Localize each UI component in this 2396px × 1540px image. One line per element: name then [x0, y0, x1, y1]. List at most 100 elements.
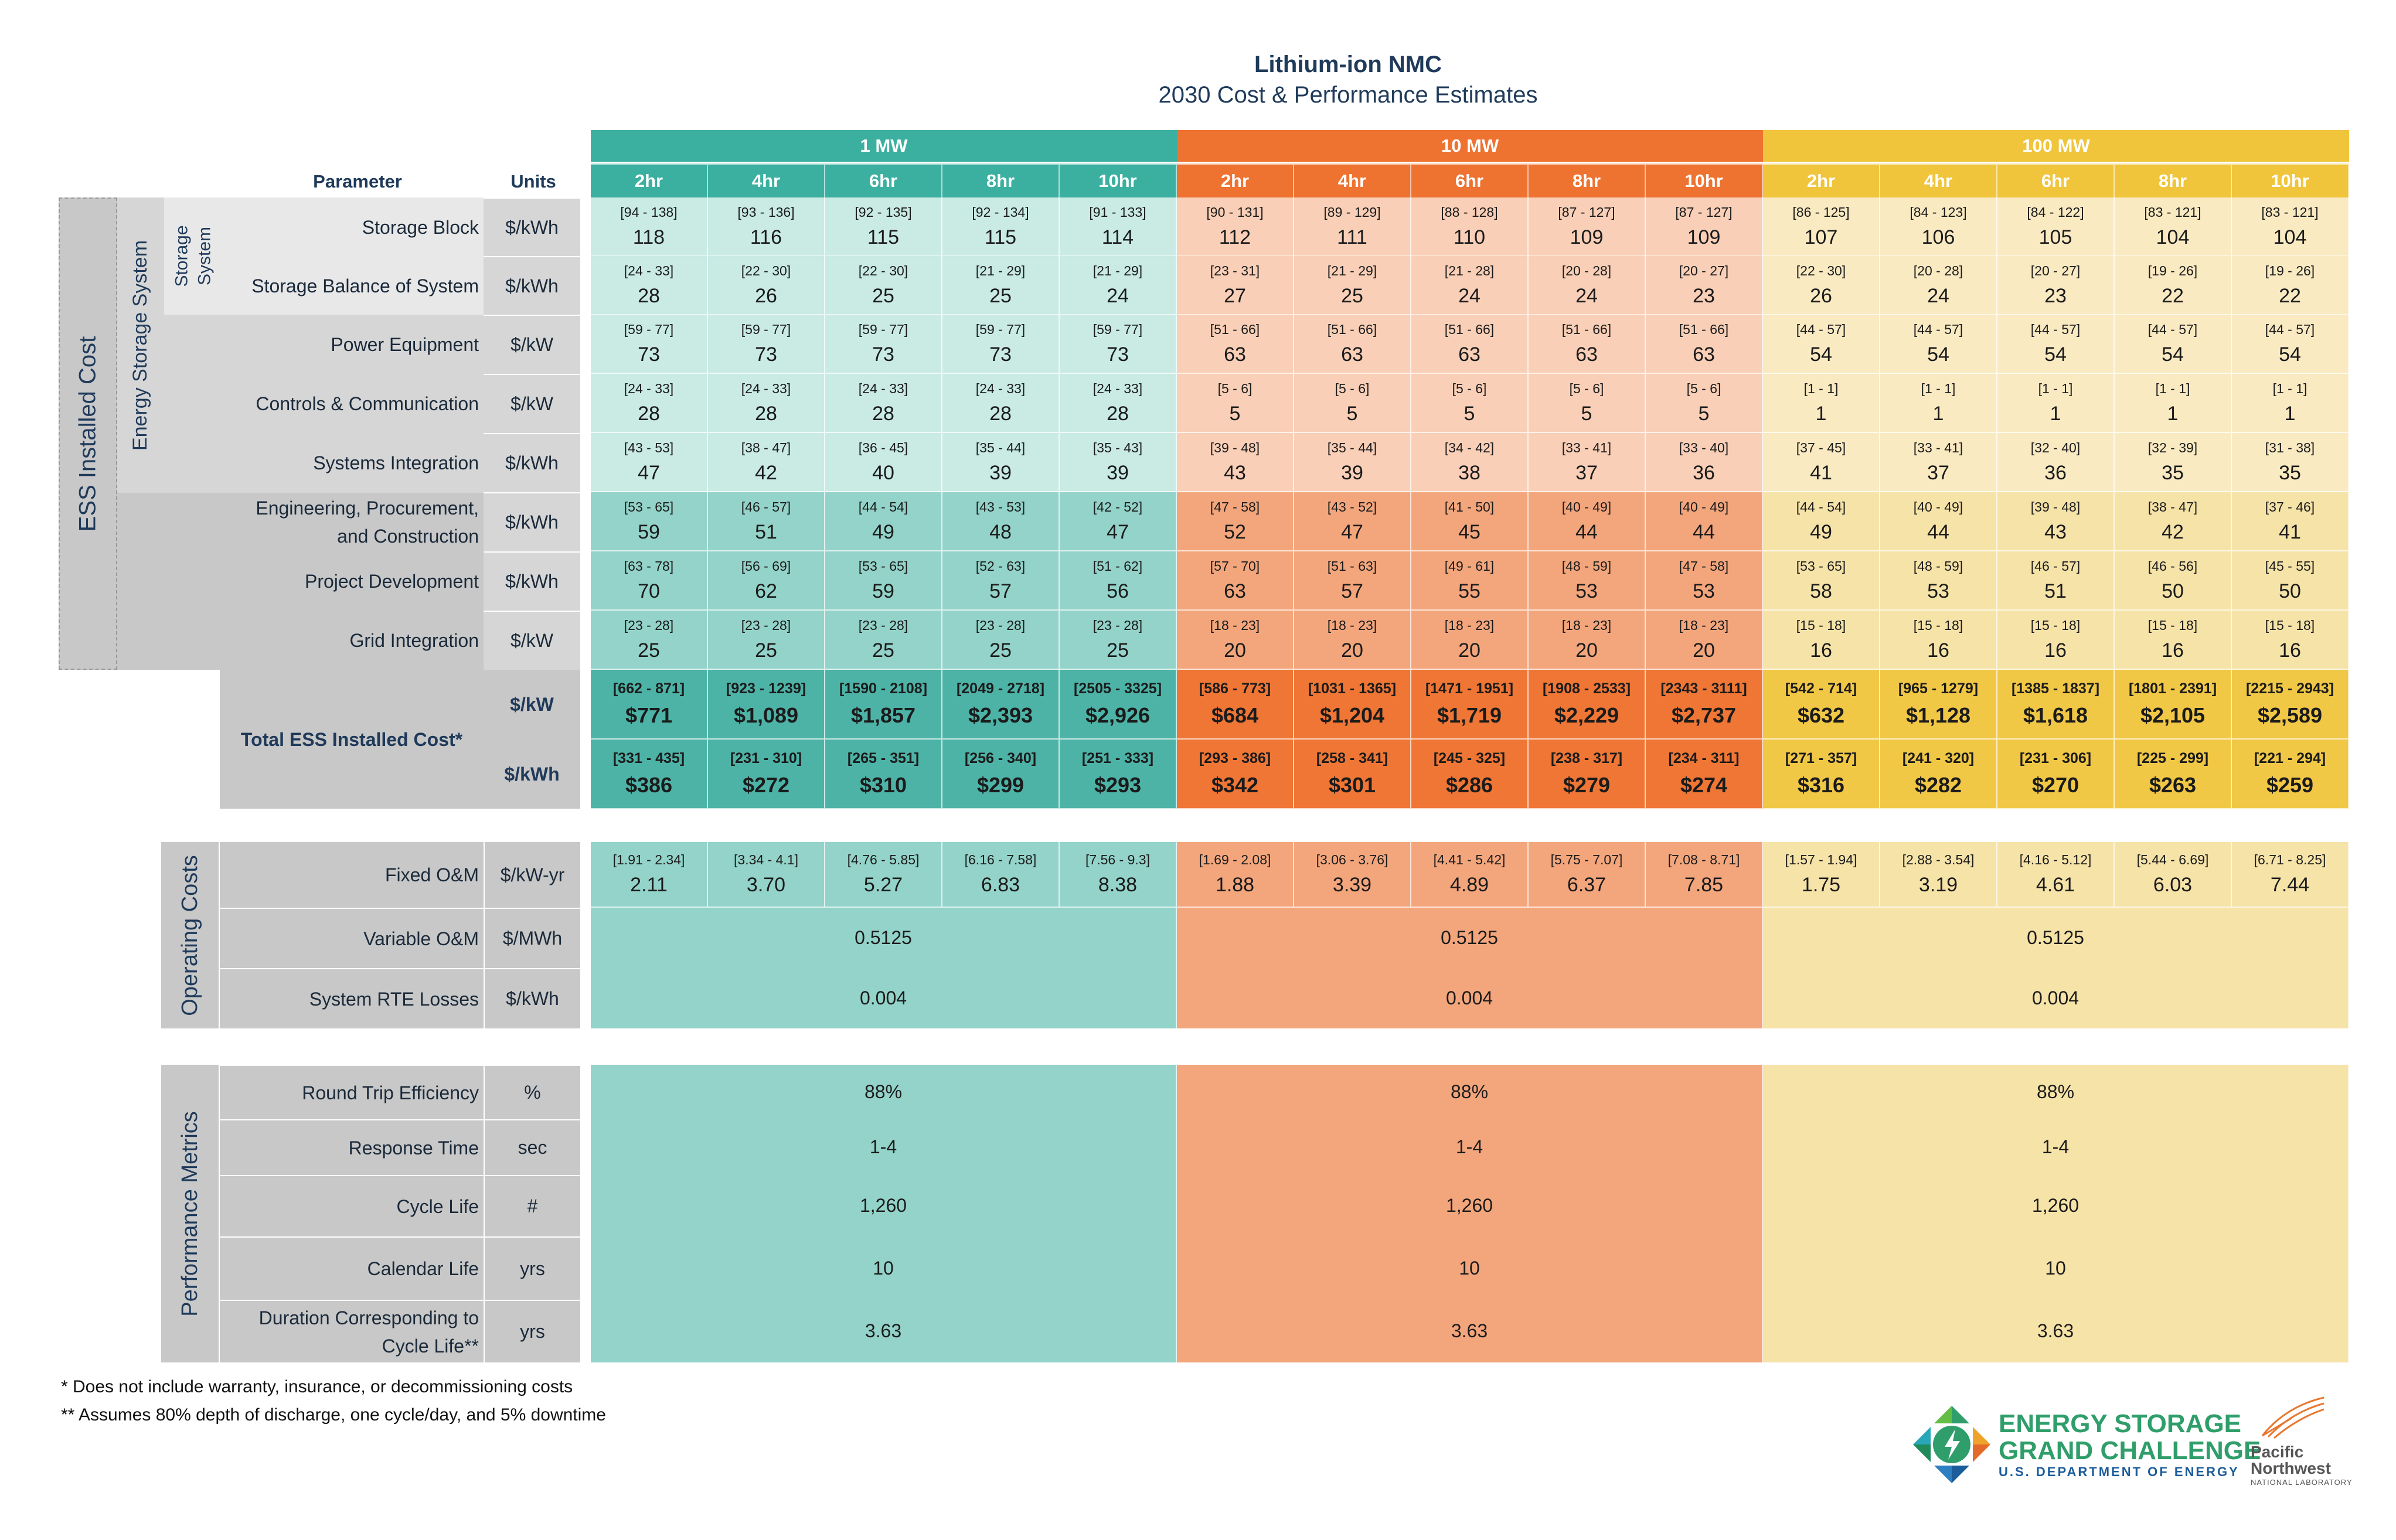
cost-range: [32 - 39]: [2147, 439, 2198, 455]
cost-value: 112: [1219, 226, 1251, 248]
total-cell: [293 - 386] $342: [1177, 740, 1294, 809]
cost-range: [5 - 6]: [1217, 380, 1253, 396]
perf-row-unit: sec: [484, 1119, 580, 1175]
perf-span-cell: 1,260: [1763, 1175, 2349, 1236]
perf-span-cell: 1,260: [1177, 1175, 1763, 1236]
perf-row-label: Round Trip Efficiency: [220, 1065, 484, 1119]
fixed-om-value: 1.88: [1215, 874, 1255, 896]
op-row-unit: $/kWh: [484, 968, 580, 1028]
total-value: $301: [1328, 773, 1376, 797]
cost-cell: [45 - 55] 50: [2232, 551, 2349, 611]
cost-value: 57: [1341, 580, 1363, 602]
cost-cell: [44 - 57] 54: [2232, 315, 2349, 374]
cost-value: 20: [1693, 639, 1715, 662]
duration-header: 10hr: [1060, 163, 1177, 197]
cost-value: 28: [638, 284, 660, 307]
page-subtitle: 2030 Cost & Performance Estimates: [1158, 82, 1538, 108]
cost-range: [24 - 33]: [1093, 380, 1143, 396]
fixed-om-range: [3.06 - 3.76]: [1316, 852, 1388, 867]
cost-value: 104: [2156, 226, 2190, 248]
cost-range: [83 - 121]: [2144, 204, 2201, 220]
pnnl-line-2: Northwest: [2251, 1459, 2331, 1477]
perf-span-cell: 88%: [1177, 1065, 1763, 1119]
cost-cell: [40 - 49] 44: [1880, 492, 1997, 551]
perf-row-label: Response Time: [220, 1119, 484, 1175]
fixed-om-cell: [6.71 - 8.25] 7.44: [2232, 842, 2349, 908]
cost-cell: [41 - 50] 45: [1411, 492, 1529, 551]
cost-value: 118: [632, 226, 665, 248]
total-value: $771: [625, 703, 673, 727]
fixed-om-range: [4.16 - 5.12]: [2019, 852, 2092, 867]
cost-cell: [83 - 121] 104: [2115, 197, 2232, 257]
total-value: $310: [859, 773, 907, 797]
cost-value: 47: [1107, 520, 1129, 543]
cost-cell: [40 - 49] 44: [1646, 492, 1763, 551]
cost-value: 25: [872, 284, 894, 307]
cost-range: [18 - 23]: [1210, 617, 1260, 633]
duration-header: 2hr: [1177, 163, 1294, 197]
cost-range: [48 - 59]: [1561, 558, 1612, 574]
cost-value: 24: [1927, 284, 1949, 307]
duration-header: 8hr: [2115, 163, 2232, 197]
cost-value: 40: [872, 461, 894, 484]
cost-range: [44 - 54]: [858, 499, 908, 515]
cost-cell: [5 - 6] 5: [1177, 374, 1294, 433]
total-range: [2343 - 3111]: [1660, 680, 1747, 697]
esgc-line-3: U.S. DEPARTMENT OF ENERGY: [1999, 1464, 2240, 1479]
cost-cell: [15 - 18] 16: [1763, 611, 1880, 670]
fixed-om-value: 7.85: [1684, 874, 1724, 896]
cost-cell: [35 - 43] 39: [1060, 433, 1177, 492]
total-range: [586 - 773]: [1199, 680, 1271, 697]
perf-span-cell: 1-4: [1763, 1119, 2349, 1175]
cost-value: 59: [638, 520, 660, 543]
cost-cell: [89 - 129] 111: [1294, 197, 1411, 257]
cost-cell: [51 - 62] 56: [1060, 551, 1177, 611]
cost-range: [92 - 135]: [855, 204, 912, 220]
cost-range: [51 - 66]: [1327, 321, 1377, 337]
cost-value: 114: [1101, 226, 1134, 248]
cost-range: [5 - 6]: [1686, 380, 1721, 396]
units-header: Units: [510, 171, 556, 192]
cost-value: 28: [755, 402, 777, 425]
cost-range: [35 - 44]: [975, 439, 1026, 455]
cost-cell: [1 - 1] 1: [2232, 374, 2349, 433]
cost-range: [87 - 127]: [1558, 204, 1615, 220]
perf-row-label: Calendar Life: [220, 1236, 484, 1300]
cost-row-unit: $/kW: [484, 315, 580, 374]
total-range: [2049 - 2718]: [956, 680, 1045, 697]
perf-span-cell: 3.63: [1763, 1300, 2349, 1362]
cost-cell: [15 - 18] 16: [1880, 611, 1997, 670]
cost-param-bg-3: [117, 493, 484, 670]
total-cell: [231 - 306] $270: [1997, 740, 2115, 809]
perf-span-cell: 1-4: [591, 1119, 1177, 1175]
cost-value: 73: [1107, 343, 1129, 366]
cost-range: [15 - 18]: [1913, 617, 1963, 633]
cost-value: 20: [1224, 639, 1246, 662]
ess-installed-cost-block: [59, 197, 117, 670]
cost-range: [34 - 42]: [1444, 439, 1495, 455]
cost-range: [63 - 78]: [624, 558, 674, 574]
cost-value: 53: [1575, 580, 1598, 602]
total-range: [245 - 325]: [1433, 750, 1506, 766]
cost-value: 25: [989, 284, 1012, 307]
cost-value: 1: [1932, 402, 1944, 425]
total-range: [231 - 306]: [2019, 750, 2092, 766]
fixed-om-cell: [1.57 - 1.94] 1.75: [1763, 842, 1880, 908]
cost-cell: [33 - 41] 37: [1880, 433, 1997, 492]
cost-range: [47 - 58]: [1679, 558, 1729, 574]
perf-span-cell: 1,260: [591, 1175, 1177, 1236]
cost-cell: [22 - 30] 26: [708, 256, 825, 315]
total-range: [331 - 435]: [612, 750, 685, 766]
cost-range: [86 - 125]: [1792, 204, 1850, 220]
fixed-om-value: 4.89: [1449, 874, 1489, 896]
cost-value: 63: [1458, 343, 1481, 366]
cost-value: 5: [1464, 402, 1475, 425]
cost-range: [47 - 58]: [1210, 499, 1260, 515]
cost-value: 57: [989, 580, 1012, 602]
total-range: [2505 - 3325]: [1073, 680, 1162, 697]
cost-cell: [84 - 123] 106: [1880, 197, 1997, 257]
cost-range: [93 - 136]: [737, 204, 795, 220]
cost-range: [21 - 28]: [1444, 263, 1495, 278]
cost-row-unit: $/kW: [484, 374, 580, 433]
total-range: [923 - 1239]: [726, 680, 806, 697]
